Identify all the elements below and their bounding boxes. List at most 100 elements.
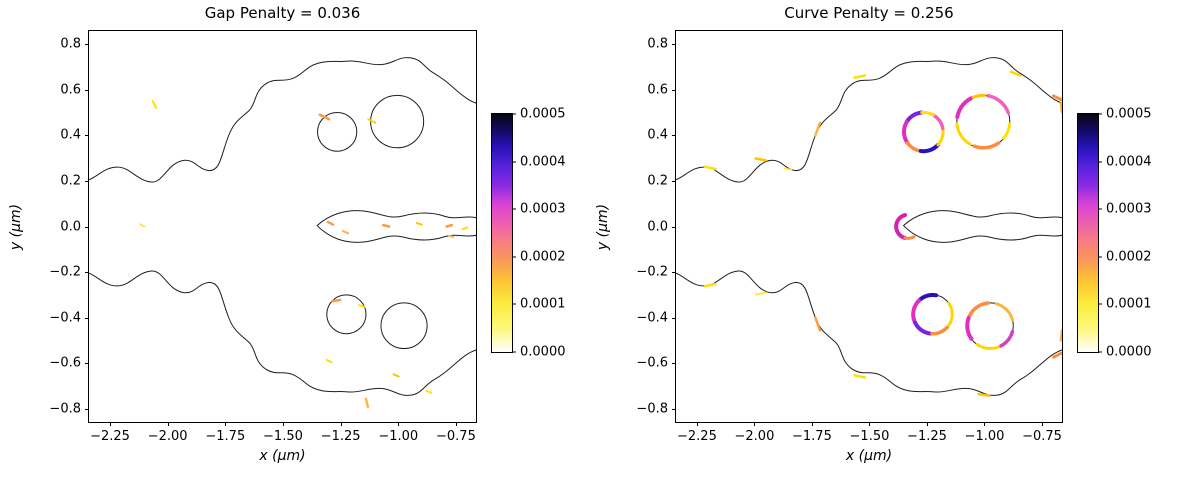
contour-line: [317, 211, 476, 243]
contour-canvas: [676, 31, 1062, 422]
y-tick-label: −0.8: [49, 401, 81, 417]
plot-curve-penalty: Curve Penalty = 0.256 x (μm) y (μm) 0.00…: [595, 4, 1152, 464]
y-tick-mark: [85, 272, 89, 274]
penalty-dash: [327, 360, 332, 362]
y-tick-label: 0.2: [647, 173, 668, 189]
y-axis-label: y (μm): [595, 203, 611, 250]
contour-line: [89, 58, 476, 182]
data-layer: [676, 58, 1062, 396]
colorbar-tick-mark: [512, 161, 516, 163]
colorbar-tick-mark: [1098, 351, 1102, 353]
x-tick-mark: [398, 422, 400, 426]
penalty-dash: [855, 75, 865, 77]
colorbar-tick-mark: [1098, 161, 1102, 163]
x-tick-mark: [109, 422, 111, 426]
penalty-arc: [977, 344, 999, 348]
penalty-dash: [417, 223, 422, 225]
penalty-dash: [366, 399, 368, 407]
penalty-arc: [967, 318, 971, 339]
contour-hole: [327, 295, 366, 334]
colorbar-tick-mark: [512, 351, 516, 353]
y-tick-label: 0.2: [60, 173, 81, 189]
penalty-arc: [1004, 124, 1010, 139]
penalty-dash: [756, 293, 766, 295]
y-tick-label: 0.0: [647, 219, 668, 234]
x-axis-label: x (μm): [259, 448, 306, 464]
penalty-arc: [938, 130, 943, 145]
y-tick-mark: [672, 408, 676, 410]
penalty-arc: [908, 143, 921, 151]
penalty-dash: [815, 318, 820, 331]
colorbar-tick-label: 0.0005: [520, 106, 566, 122]
x-tick-label: −1.00: [964, 429, 1005, 444]
y-tick-label: 0.6: [60, 82, 81, 98]
contour-line: [676, 271, 1062, 395]
penalty-dash: [1061, 330, 1062, 340]
y-tick-label: 0.6: [647, 82, 668, 98]
penalty-dash: [815, 123, 820, 136]
penalty-arc: [907, 113, 922, 123]
x-tick-label: −2.25: [90, 429, 130, 444]
penalty-arc: [933, 115, 942, 128]
penalty-arc: [973, 95, 984, 97]
colorbar-tick-label: 0.0001: [1106, 296, 1152, 312]
x-axis-label: x (μm): [845, 448, 893, 464]
y-tick-mark: [85, 317, 89, 319]
x-tick-label: −1.25: [907, 429, 947, 444]
penalty-dash: [368, 119, 375, 122]
penalty-arc: [957, 98, 971, 117]
penalty-arc: [988, 96, 1008, 113]
colorbar-tick-label: 0.0005: [1106, 106, 1152, 122]
penalty-dash: [449, 236, 453, 237]
y-tick-label: 0.4: [647, 127, 668, 143]
y-tick-mark: [85, 226, 89, 228]
contour-hole: [381, 303, 427, 349]
y-tick-mark: [672, 89, 676, 91]
penalty-dash: [705, 284, 715, 286]
colorbar-tick-mark: [1098, 113, 1102, 115]
penalty-arc: [969, 303, 988, 316]
penalty-dash: [447, 225, 452, 226]
data-layer: [89, 58, 476, 407]
penalty-dash: [756, 159, 766, 161]
penalty-dash: [1053, 96, 1061, 100]
x-tick-label: −2.00: [734, 429, 775, 444]
contour-canvas: [89, 31, 476, 422]
y-tick-label: 0.4: [60, 127, 81, 143]
colorbar-tick-label: 0.0003: [1106, 201, 1152, 217]
contour-hole: [318, 112, 357, 151]
y-tick-mark: [672, 317, 676, 319]
x-tick-mark: [340, 422, 342, 426]
y-tick-mark: [672, 226, 676, 228]
penalty-arc: [922, 112, 933, 115]
y-tick-label: −0.6: [49, 355, 81, 371]
penalty-arc: [957, 124, 970, 144]
colorbar-tick-mark: [1098, 208, 1102, 210]
y-tick-label: −0.2: [49, 264, 81, 280]
penalty-dash: [320, 115, 329, 120]
x-tick-label: −1.50: [849, 429, 890, 444]
penalty-dash: [784, 168, 791, 170]
y-tick-label: −0.6: [636, 355, 668, 371]
x-tick-mark: [754, 422, 756, 426]
x-tick-mark: [225, 422, 227, 426]
x-tick-label: −1.75: [792, 429, 832, 444]
x-tick-mark: [455, 422, 457, 426]
penalty-arc: [919, 295, 936, 301]
y-tick-label: −0.4: [636, 310, 668, 326]
penalty-dash: [359, 305, 364, 307]
contour-hole: [371, 95, 424, 147]
penalty-arc: [996, 304, 1012, 320]
penalty-dash: [463, 227, 468, 229]
colorbar-tick-mark: [512, 303, 516, 305]
colorbar-tick-label: 0.0000: [1106, 344, 1152, 360]
y-tick-mark: [672, 272, 676, 274]
penalty-dash: [426, 391, 431, 393]
colorbar: 0.0000 0.0001 0.0002 0.0003 0.0004 0.0005: [1077, 107, 1152, 360]
penalty-arc: [915, 323, 930, 334]
plot-title: Gap Penalty = 0.036: [204, 4, 361, 22]
penalty-dash: [383, 225, 389, 226]
plot-title: Curve Penalty = 0.256: [784, 4, 954, 22]
x-tick-mark: [167, 422, 169, 426]
colorbar-tick-label: 0.0001: [520, 296, 566, 312]
